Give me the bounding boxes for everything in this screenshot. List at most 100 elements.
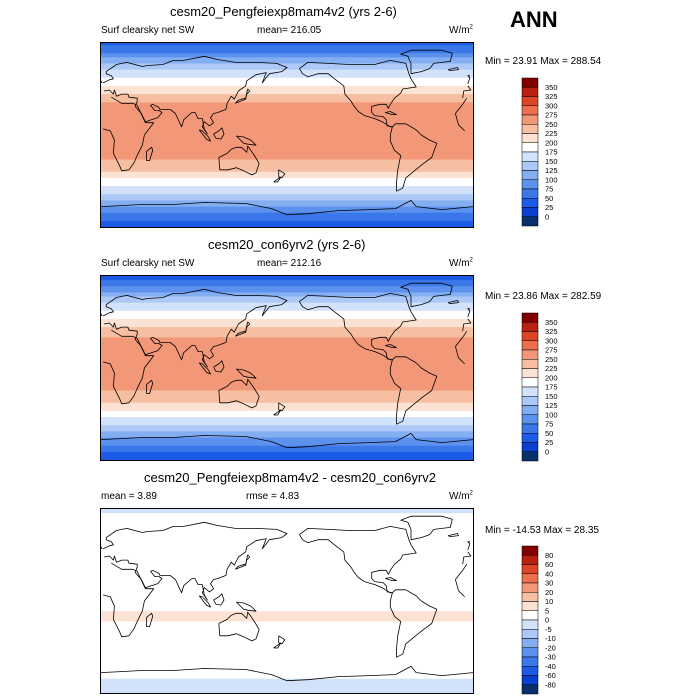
field-band [101, 635, 473, 639]
field-band [101, 537, 473, 541]
field-band [101, 564, 473, 567]
field-band [101, 578, 473, 582]
coastline [235, 321, 251, 337]
field-band [101, 517, 473, 520]
field-band [101, 327, 473, 330]
colorbar-tick-label: 250 [545, 355, 558, 364]
field-band [101, 404, 473, 408]
colorbar-swatch [521, 684, 539, 695]
coastline [218, 378, 260, 409]
field-band [101, 415, 473, 418]
colorbar-tick-label: 225 [545, 364, 558, 373]
field-band [101, 543, 473, 547]
field-band [101, 224, 473, 227]
coastline [213, 593, 225, 606]
colorbar-tick-label: -30 [545, 653, 556, 662]
field-band [101, 343, 473, 347]
coastline [299, 293, 417, 361]
colorbar-swatch [521, 619, 539, 630]
field-band [101, 398, 473, 402]
colorbar-swatch [521, 142, 539, 153]
field-band [101, 568, 473, 571]
field-band [101, 292, 473, 295]
field-band [101, 668, 473, 672]
field-band [101, 98, 473, 101]
coastline [101, 433, 473, 449]
field-band [101, 431, 473, 435]
field-band [101, 676, 473, 680]
field-band [101, 349, 473, 353]
coastline [278, 635, 286, 645]
colorbar-tick-label: 125 [545, 166, 558, 175]
coastline [218, 145, 260, 176]
field-band [101, 73, 473, 77]
field-band [101, 374, 473, 377]
coastline [385, 577, 397, 581]
field-band [101, 621, 473, 625]
field-band [101, 376, 473, 379]
field-band [101, 457, 473, 460]
field-band [101, 641, 473, 645]
colorbar-swatch [521, 161, 539, 171]
field-band [101, 347, 473, 351]
colorbar-tick-label: 10 [545, 597, 553, 606]
colorbar-swatch [521, 96, 539, 106]
field-band [101, 686, 473, 690]
colorbar-swatch [521, 368, 539, 378]
colorbar-swatch [521, 647, 539, 658]
field-band [101, 443, 473, 447]
coastline [400, 282, 453, 308]
field-band [101, 562, 473, 565]
field-band [101, 316, 473, 320]
colorbar-tick-label: -80 [545, 680, 556, 689]
colorbar-tick-label: 150 [545, 157, 558, 166]
colorbar-tick-label: 50 [545, 429, 553, 438]
colorbar-tick-label: 350 [545, 318, 558, 327]
coastline [146, 612, 154, 627]
field-band [101, 617, 473, 620]
panel-1-left-label: Surf clearsky net SW [101, 25, 195, 36]
field-band [101, 102, 473, 105]
field-band [101, 206, 473, 210]
colorbar-tick-label: 100 [545, 410, 558, 419]
field-band [101, 553, 473, 557]
colorbar-swatch [521, 124, 539, 134]
field-band [101, 196, 473, 199]
field-band [101, 435, 473, 439]
coastline [278, 169, 286, 179]
colorbar-tick-label: 5 [545, 606, 549, 615]
field-band [101, 173, 473, 177]
colorbar-tick-label: 275 [545, 111, 558, 120]
field-band [101, 447, 473, 451]
panel-1-units: W/m2 [449, 24, 473, 36]
field-band [101, 149, 473, 152]
field-band [101, 433, 473, 437]
colorbar-swatch [521, 179, 539, 190]
field-band [101, 509, 473, 512]
colorbar-swatch [521, 188, 539, 199]
coastline [101, 666, 473, 682]
coastline [448, 67, 459, 71]
colorbar-tick-label: 300 [545, 101, 558, 110]
coastline [101, 75, 471, 85]
field-band [101, 408, 473, 412]
colorbar-swatch [521, 87, 539, 97]
colorbar-tick-label: 0 [545, 447, 549, 456]
field-band [101, 208, 473, 212]
field-band [101, 368, 473, 371]
field-band [101, 114, 473, 118]
field-band [101, 660, 473, 663]
field-band [101, 165, 473, 169]
colorbar-swatch [521, 582, 539, 593]
coastline [213, 360, 225, 373]
colorbar-swatch [521, 133, 539, 143]
panel-2-units: W/m2 [449, 257, 473, 269]
field-band [101, 363, 473, 367]
panel-1-title: cesm20_Pengfeiexp8mam4v2 (yrs 2-6) [170, 4, 397, 19]
coastline [236, 601, 257, 612]
colorbar-swatch [521, 666, 539, 676]
field-band [101, 312, 473, 316]
field-band [101, 427, 473, 430]
colorbar-swatch [521, 207, 539, 217]
coastline [101, 541, 471, 551]
